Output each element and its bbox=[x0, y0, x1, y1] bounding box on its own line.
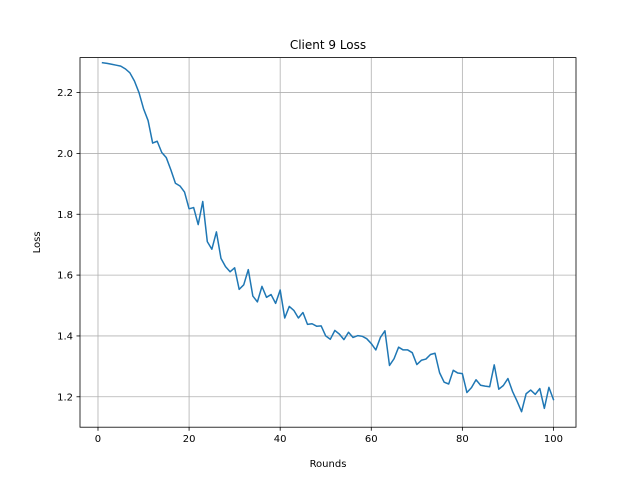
x-ticks: 0 20 40 60 80 100 bbox=[95, 427, 563, 445]
plot-frame bbox=[79, 57, 577, 428]
y-tick-label: 1.6 bbox=[57, 271, 73, 282]
y-tick-label: 1.4 bbox=[57, 331, 73, 342]
x-tick-label: 100 bbox=[544, 434, 563, 445]
chart-title: Client 9 Loss bbox=[290, 38, 366, 52]
y-axis-label: Loss bbox=[32, 231, 43, 253]
x-tick-label: 0 bbox=[95, 434, 101, 445]
series-line bbox=[101, 61, 555, 413]
y-tick-label: 2.0 bbox=[57, 149, 73, 160]
x-axis-label: Rounds bbox=[310, 459, 347, 470]
x-tick-label: 40 bbox=[274, 434, 287, 445]
grid-lines bbox=[80, 57, 576, 428]
x-tick-label: 80 bbox=[456, 434, 469, 445]
x-tick-label: 60 bbox=[365, 434, 378, 445]
y-tick-label: 1.2 bbox=[57, 392, 73, 403]
x-tick-label: 20 bbox=[183, 434, 196, 445]
y-tick-label: 1.8 bbox=[57, 210, 73, 221]
y-tick-label: 2.2 bbox=[57, 88, 73, 99]
y-ticks: 1.2 1.4 1.6 1.8 2.0 2.2 bbox=[57, 88, 80, 403]
